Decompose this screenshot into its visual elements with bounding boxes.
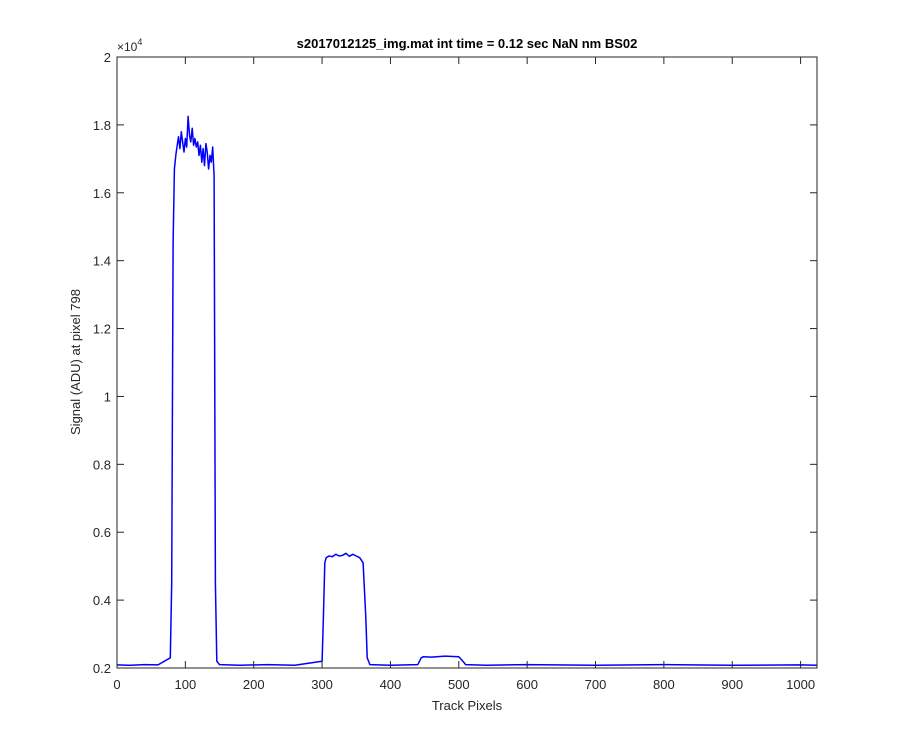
x-axis-label: Track Pixels — [432, 698, 503, 713]
x-tick-label: 800 — [653, 677, 675, 692]
y-axis-label: Signal (ADU) at pixel 798 — [68, 289, 83, 435]
x-tick-label: 900 — [721, 677, 743, 692]
y-tick-label: 1.2 — [93, 322, 111, 337]
y-tick-label: 0.2 — [93, 661, 111, 676]
y-tick-labels: 0.2 0.4 0.6 0.8 1 1.2 1.4 1.6 1.8 2 — [93, 50, 111, 676]
x-tick-label: 300 — [311, 677, 333, 692]
y-tick-label: 0.4 — [93, 593, 111, 608]
x-tick-label: 600 — [516, 677, 538, 692]
axes-box — [116, 56, 818, 669]
x-tick-label: 400 — [380, 677, 402, 692]
chart-title: s2017012125_img.mat int time = 0.12 sec … — [297, 36, 638, 51]
y-tick-label: 1.4 — [93, 254, 111, 269]
y-exponent-power: 4 — [137, 37, 142, 47]
plot-area — [117, 57, 817, 668]
x-tick-label: 1000 — [786, 677, 815, 692]
x-tick-label: 500 — [448, 677, 470, 692]
data-marks — [116, 115, 818, 667]
x-tick-label: 100 — [175, 677, 197, 692]
series-line-0 — [116, 115, 818, 667]
y-tick-label: 0.8 — [93, 457, 111, 472]
y-tick-label: 1.6 — [93, 186, 111, 201]
y-exponent-base: ×10 — [117, 40, 138, 54]
y-tick-label: 2 — [104, 50, 111, 65]
y-tick-label: 1 — [104, 389, 111, 404]
x-tick-label: 700 — [585, 677, 607, 692]
y-tick-label: 0.6 — [93, 525, 111, 540]
y-axis-exponent: ×104 — [117, 37, 142, 54]
x-tick-label: 0 — [113, 677, 120, 692]
x-tick-label: 200 — [243, 677, 265, 692]
y-tick-label: 1.8 — [93, 118, 111, 133]
x-tick-labels: 0 100 200 300 400 500 600 700 800 900 1000 — [113, 677, 815, 692]
